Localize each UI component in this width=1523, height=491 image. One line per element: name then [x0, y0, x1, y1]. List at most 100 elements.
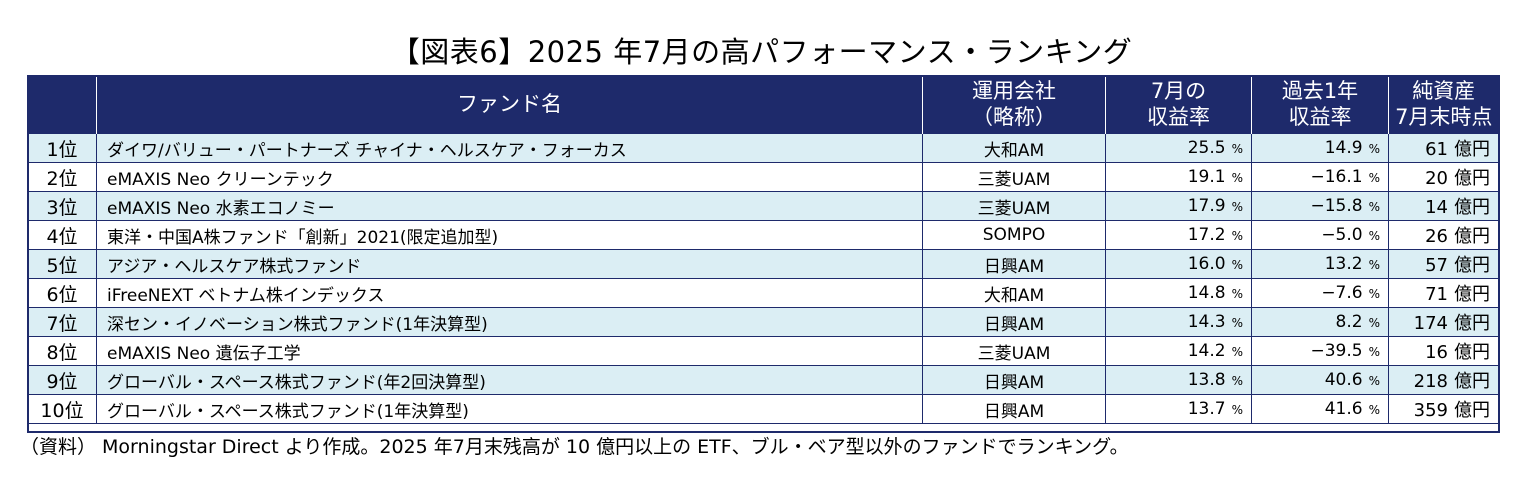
- table-row: 1位 ダイワ/バリュー・パートナーズ チャイナ・ヘルスケア・フォーカス 大和AM 25…: [27, 133, 1499, 163]
- return-july-cell: 14.8%: [1105, 278, 1252, 308]
- net-assets-cell: 359 億円: [1388, 394, 1499, 424]
- return-1y-value: 41.6: [1324, 399, 1363, 419]
- oku-yen-unit: 億円: [1454, 255, 1490, 276]
- return-july-value: 17.2: [1187, 225, 1226, 245]
- return-july-cell: 14.3%: [1105, 307, 1252, 337]
- company-cell: 日興AM: [922, 365, 1106, 395]
- rank-cell: 7位: [27, 307, 97, 337]
- net-assets-cell: 16 億円: [1388, 336, 1499, 366]
- net-assets-value: 20: [1425, 168, 1448, 189]
- oku-yen-unit: 億円: [1454, 168, 1490, 189]
- return-1y-value: 13.2: [1324, 254, 1363, 274]
- net-assets-cell: 57 億円: [1388, 249, 1499, 279]
- return-july-cell: 13.8%: [1105, 365, 1252, 395]
- header-return-1y: 過去1年 収益率: [1251, 75, 1389, 134]
- net-assets-value: 71: [1425, 284, 1448, 305]
- table-row: 4位 東洋・中国A株ファンド「創新」2021(限定追加型) SOMPO 17.2% −5…: [27, 220, 1499, 250]
- company-cell: 三菱UAM: [922, 162, 1106, 192]
- return-july-value: 14.8: [1187, 283, 1226, 303]
- company-cell: 日興AM: [922, 249, 1106, 279]
- return-july-value: 14.2: [1187, 341, 1226, 361]
- return-1y-value: 8.2: [1335, 312, 1363, 332]
- percent-unit: %: [1231, 287, 1243, 301]
- company-cell: 日興AM: [922, 307, 1106, 337]
- return-1y-value: 14.9: [1324, 138, 1363, 158]
- net-assets-cell: 71 億円: [1388, 278, 1499, 308]
- rank-cell: 1位: [27, 133, 97, 163]
- net-assets-value: 174: [1413, 313, 1448, 334]
- percent-unit: %: [1368, 258, 1380, 272]
- percent-unit: %: [1368, 316, 1380, 330]
- page-title: 【図表6】2025 年7月の高パフォーマンス・ランキング: [390, 35, 1133, 69]
- fund-name-cell: ダイワ/バリュー・パートナーズ チャイナ・ヘルスケア・フォーカス: [96, 133, 923, 163]
- company-cell: 大和AM: [922, 278, 1106, 308]
- net-assets-value: 26: [1425, 226, 1448, 247]
- return-july-cell: 13.7%: [1105, 394, 1252, 424]
- return-july-cell: 17.2%: [1105, 220, 1252, 250]
- return-1y-cell: 14.9%: [1251, 133, 1389, 163]
- table-row: 9位 グローバル・スペース株式ファンド(年2回決算型) 日興AM 13.8% 40.6%…: [27, 365, 1499, 395]
- rank-cell: 9位: [27, 365, 97, 395]
- percent-unit: %: [1368, 229, 1380, 243]
- rank-cell: 8位: [27, 336, 97, 366]
- oku-yen-unit: 億円: [1454, 139, 1490, 160]
- rank-cell: 2位: [27, 162, 97, 192]
- oku-yen-unit: 億円: [1454, 400, 1490, 421]
- oku-yen-unit: 億円: [1454, 371, 1490, 392]
- return-july-value: 14.3: [1187, 312, 1226, 332]
- percent-unit: %: [1368, 171, 1380, 185]
- return-july-cell: 14.2%: [1105, 336, 1252, 366]
- net-assets-value: 218: [1413, 371, 1448, 392]
- table-row: 10位 グローバル・スペース株式ファンド(1年決算型) 日興AM 13.7% 41.6%…: [27, 394, 1499, 424]
- header-rank: [27, 75, 97, 134]
- table-row: 8位 eMAXIS Neo 遺伝子工学 三菱UAM 14.2% −39.5% 16 億円: [27, 336, 1499, 366]
- return-1y-cell: 40.6%: [1251, 365, 1389, 395]
- header-fund-name: ファンド名: [96, 75, 923, 134]
- percent-unit: %: [1231, 374, 1243, 388]
- return-july-value: 16.0: [1187, 254, 1226, 274]
- return-1y-value: −15.8: [1310, 196, 1363, 216]
- net-assets-cell: 61 億円: [1388, 133, 1499, 163]
- table-row: 5位 アジア・ヘルスケア株式ファンド 日興AM 16.0% 13.2% 57 億円: [27, 249, 1499, 279]
- return-1y-cell: −16.1%: [1251, 162, 1389, 192]
- fund-name-cell: グローバル・スペース株式ファンド(年2回決算型): [96, 365, 923, 395]
- oku-yen-unit: 億円: [1454, 284, 1490, 305]
- percent-unit: %: [1231, 258, 1243, 272]
- company-cell: 日興AM: [922, 394, 1106, 424]
- company-cell: 三菱UAM: [922, 191, 1106, 221]
- fund-name-cell: 深セン・イノベーション株式ファンド(1年決算型): [96, 307, 923, 337]
- table-row: 7位 深セン・イノベーション株式ファンド(1年決算型) 日興AM 14.3% 8.2% 1…: [27, 307, 1499, 337]
- return-1y-value: 40.6: [1324, 370, 1363, 390]
- percent-unit: %: [1231, 229, 1243, 243]
- header-net-assets: 純資産 7月末時点: [1388, 75, 1499, 134]
- fund-name-cell: 東洋・中国A株ファンド「創新」2021(限定追加型): [96, 220, 923, 250]
- percent-unit: %: [1368, 374, 1380, 388]
- return-1y-cell: −5.0%: [1251, 220, 1389, 250]
- oku-yen-unit: 億円: [1454, 342, 1490, 363]
- percent-unit: %: [1231, 200, 1243, 214]
- header-row: ファンド名 運用会社 （略称） 7月の 収益率 過去1年 収益率 純資産 7月末時点: [27, 75, 1499, 134]
- return-1y-value: −39.5: [1310, 341, 1363, 361]
- header-return-july: 7月の 収益率: [1105, 75, 1252, 134]
- net-assets-cell: 174 億円: [1388, 307, 1499, 337]
- return-july-cell: 25.5%: [1105, 133, 1252, 163]
- table-row: 6位 iFreeNEXT ベトナム株インデックス 大和AM 14.8% −7.6% 71 億…: [27, 278, 1499, 308]
- oku-yen-unit: 億円: [1454, 226, 1490, 247]
- oku-yen-unit: 億円: [1454, 313, 1490, 334]
- return-july-cell: 19.1%: [1105, 162, 1252, 192]
- return-1y-cell: −39.5%: [1251, 336, 1389, 366]
- net-assets-value: 359: [1413, 400, 1448, 421]
- rank-cell: 5位: [27, 249, 97, 279]
- fund-name-cell: iFreeNEXT ベトナム株インデックス: [96, 278, 923, 308]
- return-1y-cell: 8.2%: [1251, 307, 1389, 337]
- net-assets-value: 16: [1425, 342, 1448, 363]
- net-assets-cell: 26 億円: [1388, 220, 1499, 250]
- fund-name-cell: eMAXIS Neo クリーンテック: [96, 162, 923, 192]
- table-row: 3位 eMAXIS Neo 水素エコノミー 三菱UAM 17.9% −15.8% 14 億円: [27, 191, 1499, 221]
- net-assets-cell: 14 億円: [1388, 191, 1499, 221]
- company-cell: 大和AM: [922, 133, 1106, 163]
- percent-unit: %: [1231, 171, 1243, 185]
- fund-name-cell: eMAXIS Neo 水素エコノミー: [96, 191, 923, 221]
- company-cell: 三菱UAM: [922, 336, 1106, 366]
- percent-unit: %: [1368, 403, 1380, 417]
